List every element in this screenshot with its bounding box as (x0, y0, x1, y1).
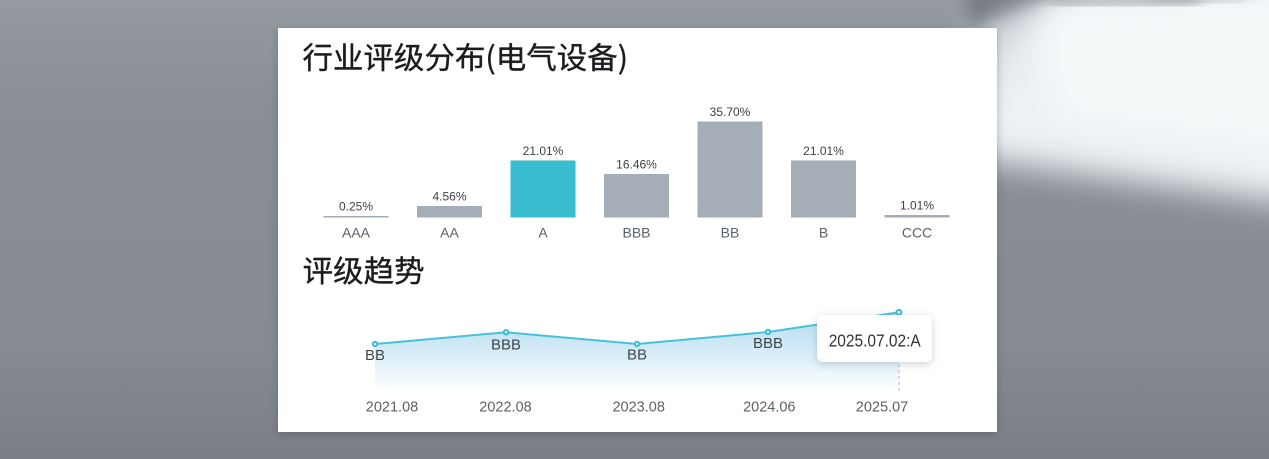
svg-text:21.01%: 21.01% (803, 144, 844, 158)
svg-text:2025.07: 2025.07 (856, 400, 908, 416)
svg-text:BBB: BBB (622, 225, 650, 241)
svg-text:35.70%: 35.70% (710, 105, 751, 119)
svg-text:16.46%: 16.46% (616, 158, 657, 172)
svg-text:AA: AA (440, 225, 459, 241)
svg-text:2025.07.02:A: 2025.07.02:A (829, 330, 921, 350)
svg-text:BB: BB (365, 347, 385, 364)
svg-text:0.25%: 0.25% (339, 200, 373, 214)
svg-text:2024.06: 2024.06 (743, 400, 795, 416)
svg-text:2023.08: 2023.08 (612, 400, 664, 416)
svg-text:AAA: AAA (342, 225, 371, 241)
svg-text:A: A (538, 225, 548, 241)
svg-text:BB: BB (627, 346, 647, 363)
svg-text:21.01%: 21.01% (523, 144, 564, 158)
svg-text:B: B (819, 225, 828, 241)
svg-text:BBB: BBB (491, 336, 521, 353)
svg-text:BBB: BBB (753, 335, 783, 352)
svg-text:BB: BB (721, 225, 740, 241)
svg-text:CCC: CCC (902, 225, 932, 241)
svg-text:2022.08: 2022.08 (479, 400, 531, 416)
svg-text:1.01%: 1.01% (900, 199, 934, 213)
svg-text:4.56%: 4.56% (432, 190, 466, 204)
svg-text:2021.08: 2021.08 (366, 400, 418, 416)
